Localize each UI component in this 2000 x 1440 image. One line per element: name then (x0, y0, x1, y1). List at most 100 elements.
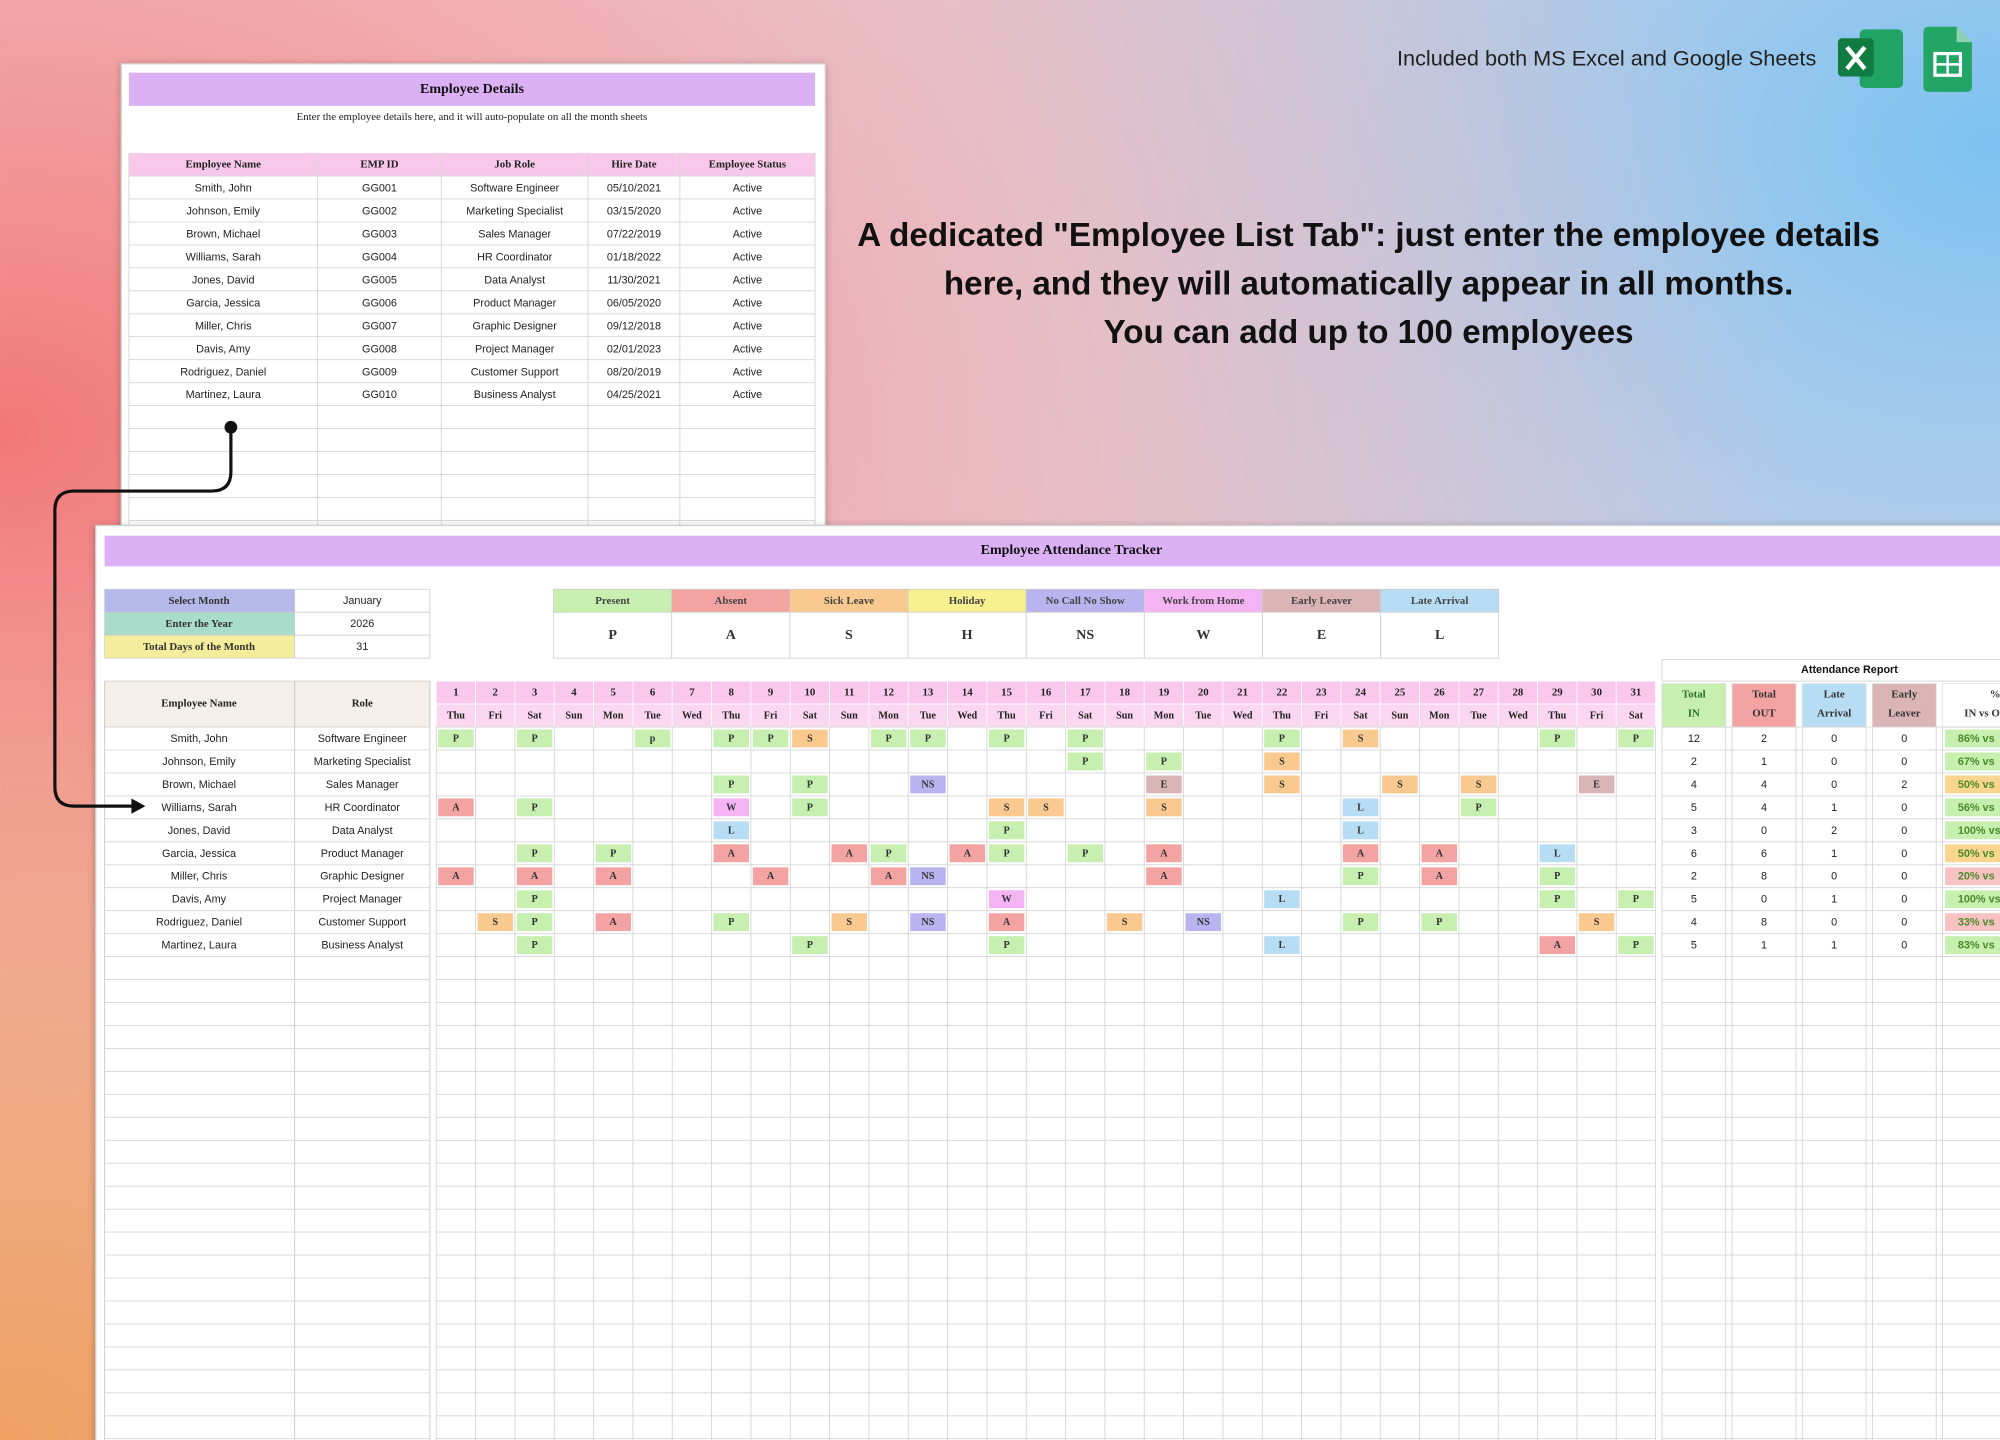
attendance-code: P (1554, 894, 1560, 905)
attendance-mark (1460, 775, 1497, 794)
setting-label: Enter the Year (165, 618, 233, 630)
day-number: 17 (1080, 687, 1091, 699)
attendance-mark (1539, 844, 1576, 863)
arrow-head (131, 798, 146, 814)
weekday: Fri (1314, 711, 1328, 722)
attendance-mark (595, 913, 631, 932)
attendance-mark (713, 775, 750, 794)
attendance-code: P (1082, 756, 1088, 767)
report-header-label: Leaver (1888, 708, 1921, 720)
sheet-panel (120, 63, 826, 550)
day-number: 11 (844, 687, 854, 699)
day-number: 22 (1277, 687, 1288, 699)
percent-highlight (1945, 798, 2000, 817)
weekday: Fri (1039, 711, 1053, 722)
day-number: 24 (1355, 687, 1366, 699)
attendance-mark (752, 867, 789, 886)
attendance-code: NS (921, 917, 934, 928)
attendance-mark (1146, 798, 1182, 817)
attendance-mark (713, 844, 750, 863)
attendance-mark (1264, 752, 1300, 771)
attendance-mark (1618, 890, 1654, 909)
report-value: 4 (1691, 779, 1697, 791)
attendance-code: S (1397, 779, 1403, 790)
cell: GG004 (362, 252, 397, 264)
cell: 07/22/2019 (607, 229, 661, 241)
attendance-mark (988, 798, 1025, 817)
day-number: 7 (689, 687, 695, 699)
cell: Active (733, 229, 763, 241)
headline-line: A dedicated "Employee List Tab": just en… (857, 217, 1880, 254)
report-value: 0 (1901, 848, 1907, 860)
attendance-mark (792, 936, 828, 955)
employee-role: Customer Support (318, 917, 406, 929)
employee-name: Garcia, Jessica (162, 848, 237, 860)
percent-in-vs-out: 56% vs (1958, 802, 1995, 814)
weekday: Tue (1471, 711, 1488, 722)
sheets-fold (1956, 26, 1972, 43)
attendance-code: P (807, 779, 813, 790)
day-number: 19 (1159, 687, 1170, 699)
report-header (1661, 683, 1727, 728)
setting-value: 2026 (350, 618, 374, 630)
cell: HR Coordinator (477, 252, 553, 264)
attendance-code: S (492, 917, 498, 928)
setting-value-cell (294, 634, 431, 659)
day-number: 3 (532, 687, 538, 699)
attendance-code: P (1475, 802, 1481, 813)
legend-code-cell (907, 611, 1027, 659)
day-number: 2 (493, 687, 498, 699)
report-value: 0 (1901, 825, 1907, 837)
attendance-code: P (1003, 940, 1009, 951)
cell: 04/25/2021 (607, 389, 661, 401)
cell: 08/20/2019 (607, 366, 661, 378)
percent-highlight (1945, 752, 2000, 771)
title-bar (128, 72, 816, 106)
day-number: 18 (1119, 687, 1130, 699)
day-number: 4 (571, 687, 577, 699)
weekday: Sun (1391, 711, 1408, 722)
cell: GG009 (362, 366, 397, 378)
percent-in-vs-out: 33% vs (1958, 917, 1995, 929)
attendance-mark (792, 775, 828, 794)
employee-name: Miller, Chris (171, 871, 228, 883)
attendance-mark (1106, 913, 1143, 932)
legend-label: Holiday (949, 595, 986, 607)
report-value: 8 (1761, 871, 1767, 883)
cell: Active (733, 274, 763, 286)
attendance-code: P (1161, 756, 1167, 767)
legend-code-cell (789, 611, 909, 659)
legend-code-cell (1380, 611, 1500, 659)
weekday: Mon (1429, 711, 1450, 722)
attendance-code: S (1594, 917, 1600, 928)
weekday: Sun (565, 711, 582, 722)
attendance-mark (516, 936, 553, 955)
percent-highlight (1945, 867, 2000, 886)
weekday: Sat (528, 711, 543, 722)
percent-highlight (1945, 890, 2000, 909)
day-number: 10 (805, 687, 816, 699)
cell: 03/15/2020 (607, 206, 661, 218)
legend-code: E (1317, 627, 1326, 643)
attendance-code: S (1476, 779, 1482, 790)
attendance-mark (1539, 729, 1576, 748)
employee-name: Davis, Amy (172, 894, 227, 906)
attendance-mark (438, 729, 474, 748)
report-header-label: OUT (1752, 708, 1776, 720)
attendance-code: L (728, 825, 735, 836)
weekday: Thu (722, 711, 740, 722)
cell: Brown, Michael (186, 229, 260, 241)
attendance-mark (1264, 936, 1300, 955)
attendance-code: L (1279, 894, 1286, 905)
attendance-code: P (610, 848, 616, 859)
day-number: 15 (1001, 687, 1012, 699)
weekday: Sat (1629, 711, 1644, 722)
attendance-code: L (1279, 940, 1286, 951)
legend-code-cell (553, 611, 673, 659)
day-number: 28 (1513, 687, 1524, 699)
attendance-code: P (1436, 917, 1442, 928)
attendance-code: S (1161, 802, 1167, 813)
report-value: 5 (1691, 894, 1697, 906)
attendance-code: E (1161, 779, 1168, 790)
report-header-label: Arrival (1817, 708, 1851, 720)
